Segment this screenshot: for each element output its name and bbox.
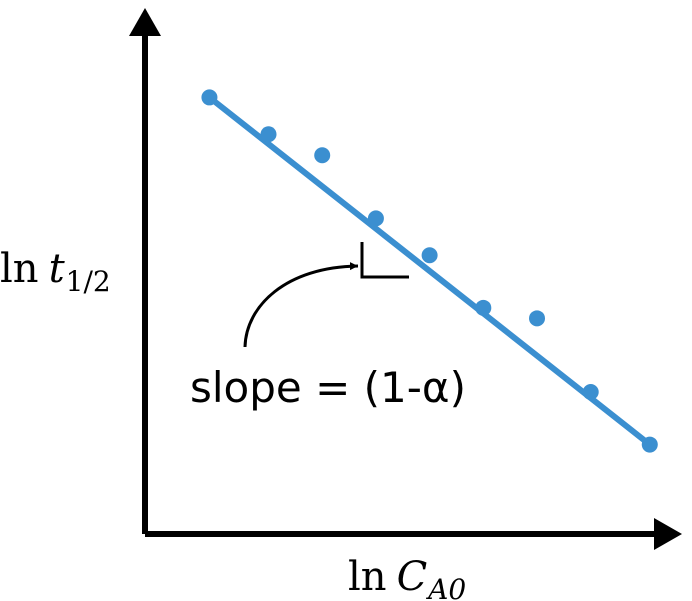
y-axis-label-main: t xyxy=(49,246,66,292)
x-axis-arrowhead xyxy=(654,518,682,550)
callout-arrow xyxy=(243,262,359,348)
x-axis-label: ln CA0 xyxy=(348,554,466,601)
x-axis-label-main: C xyxy=(397,554,428,600)
data-point xyxy=(529,310,546,327)
axes xyxy=(129,8,682,550)
data-point xyxy=(314,147,331,164)
data-point xyxy=(367,210,384,227)
points-layer xyxy=(201,89,658,453)
y-axis-arrowhead xyxy=(129,8,161,36)
slope-callout: slope = (1-α) xyxy=(190,242,466,412)
y-axis-label: ln t1/2 xyxy=(0,246,111,298)
x-axis-label-prefix: ln xyxy=(348,554,387,600)
y-axis-label-prefix: ln xyxy=(0,246,39,292)
data-point xyxy=(475,299,492,316)
slope-triangle xyxy=(360,242,409,279)
data-point xyxy=(201,89,218,106)
data-point xyxy=(582,383,599,400)
fit-layer xyxy=(206,94,653,448)
data-point xyxy=(260,126,277,143)
x-axis-label-subscript: A0 xyxy=(425,573,466,601)
y-axis-label-subscript: 1/2 xyxy=(66,265,111,298)
slope-annotation: slope = (1-α) xyxy=(190,363,466,412)
axis-labels: ln t1/2 ln CA0 xyxy=(0,246,466,601)
fit-line xyxy=(206,94,653,448)
data-point xyxy=(641,436,658,453)
data-point xyxy=(421,247,438,264)
